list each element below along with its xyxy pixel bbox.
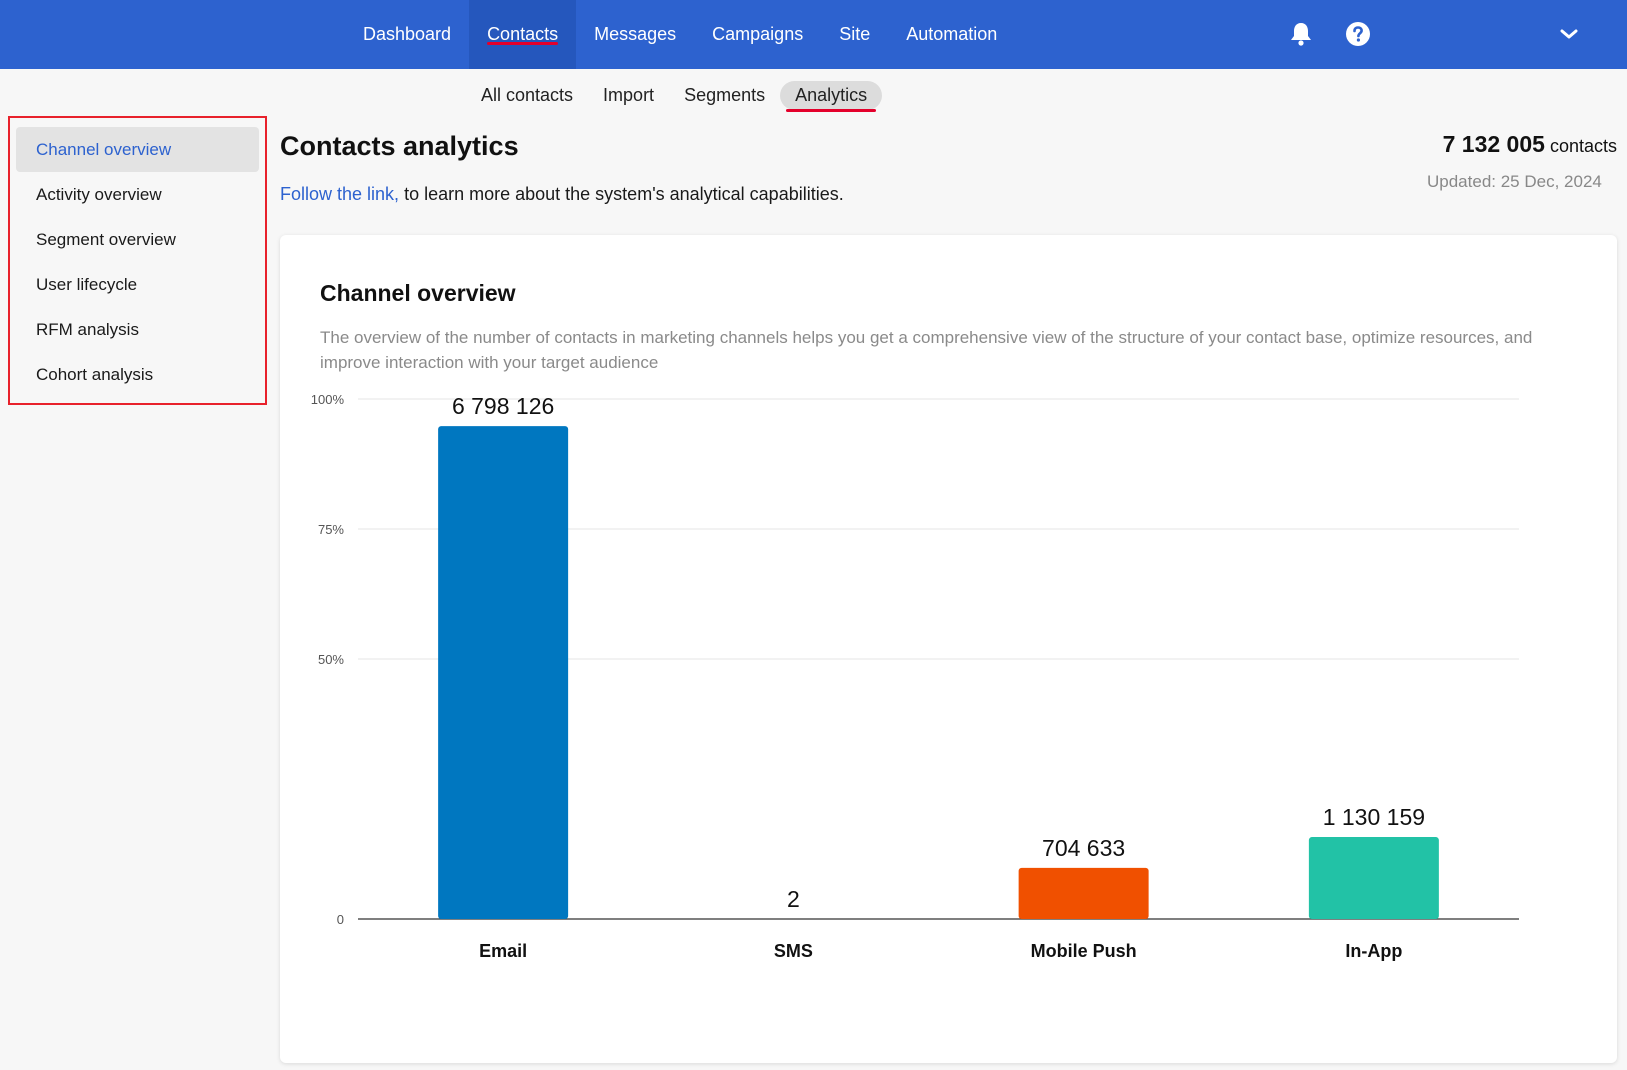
nav-messages-label: Messages: [594, 24, 677, 44]
bar-mobile-push: [1018, 867, 1149, 919]
bar-in-app: [1308, 837, 1439, 919]
y-tick-label: 50%: [318, 652, 344, 667]
data-label: 6 798 126: [452, 393, 554, 419]
chevron-down-icon[interactable]: [1553, 18, 1585, 50]
x-tick-label: In-App: [1345, 941, 1402, 961]
active-subnav-underline: [786, 108, 877, 112]
nav-site-label: Site: [839, 24, 871, 44]
follow-link[interactable]: Follow the link,: [280, 184, 400, 204]
nav-dashboard[interactable]: Dashboard: [345, 0, 469, 69]
sidebar-item-rfm-analysis[interactable]: RFM analysis: [36, 319, 139, 339]
card-title: Channel overview: [320, 280, 516, 306]
card-description: The overview of the number of contacts i…: [320, 328, 1533, 372]
nav-contacts[interactable]: Contacts: [469, 0, 577, 69]
nav-site[interactable]: Site: [821, 0, 888, 69]
updated-date: Updated: 25 Dec, 2024: [1427, 172, 1602, 191]
analytics-sidebar: Channel overview Activity overview Segme…: [8, 116, 267, 405]
nav-automation-label: Automation: [906, 24, 998, 44]
subnav-segments[interactable]: Segments: [684, 84, 766, 105]
sidebar-item-user-lifecycle[interactable]: User lifecycle: [36, 274, 138, 294]
channel-overview-card: Channel overview The overview of the num…: [280, 235, 1617, 1063]
total-contacts: 7 132 005 contacts: [1443, 131, 1617, 158]
help-icon[interactable]: [1342, 18, 1374, 50]
sidebar-item-channel-overview[interactable]: Channel overview: [16, 127, 259, 172]
sidebar-item-activity-overview[interactable]: Activity overview: [36, 184, 162, 204]
sidebar-item-segment-overview[interactable]: Segment overview: [36, 229, 176, 249]
channel-bar-chart: 0 50% 75% 100% 6 798 126 Email 2 SMS 704 633 Mobi…: [311, 392, 1519, 961]
x-tick-label: SMS: [774, 941, 813, 961]
top-navigation-bar: Dashboard Contacts Messages Campaigns Si…: [0, 0, 1627, 69]
active-nav-underline: [487, 42, 559, 45]
data-label: 704 633: [1042, 835, 1125, 861]
y-tick-label: 75%: [318, 522, 344, 537]
subnav-analytics-label: Analytics: [795, 84, 868, 105]
main-nav: Dashboard Contacts Messages Campaigns Si…: [345, 0, 1015, 69]
intro-description: to learn more about the system's analyti…: [399, 184, 844, 204]
bar-email: [438, 426, 569, 919]
subnav-import[interactable]: Import: [603, 84, 655, 105]
x-tick-label: Mobile Push: [1031, 941, 1137, 961]
nav-campaigns[interactable]: Campaigns: [694, 0, 821, 69]
nav-automation[interactable]: Automation: [888, 0, 1015, 69]
data-label: 1 130 159: [1323, 804, 1425, 830]
page-title: Contacts analytics: [280, 131, 519, 161]
total-contacts-unit: contacts: [1549, 136, 1617, 156]
subnav-analytics[interactable]: Analytics: [780, 80, 883, 112]
nav-messages[interactable]: Messages: [576, 0, 694, 69]
nav-contacts-label: Contacts: [487, 24, 559, 44]
sidebar-item-cohort-analysis[interactable]: Cohort analysis: [36, 364, 154, 384]
data-label: 2: [787, 886, 800, 912]
nav-campaigns-label: Campaigns: [712, 24, 804, 44]
y-tick-label: 100%: [311, 392, 345, 407]
intro-text: Follow the link, to learn more about the…: [280, 184, 844, 205]
subnav-all-contacts[interactable]: All contacts: [481, 84, 574, 105]
sub-navigation: All contacts Import Segments Analytics: [466, 80, 883, 112]
x-tick-label: Email: [479, 941, 527, 961]
nav-dashboard-label: Dashboard: [363, 24, 452, 44]
total-contacts-value: 7 132 005: [1442, 131, 1545, 157]
y-tick-label: 0: [337, 912, 344, 927]
bell-icon[interactable]: [1285, 18, 1317, 50]
